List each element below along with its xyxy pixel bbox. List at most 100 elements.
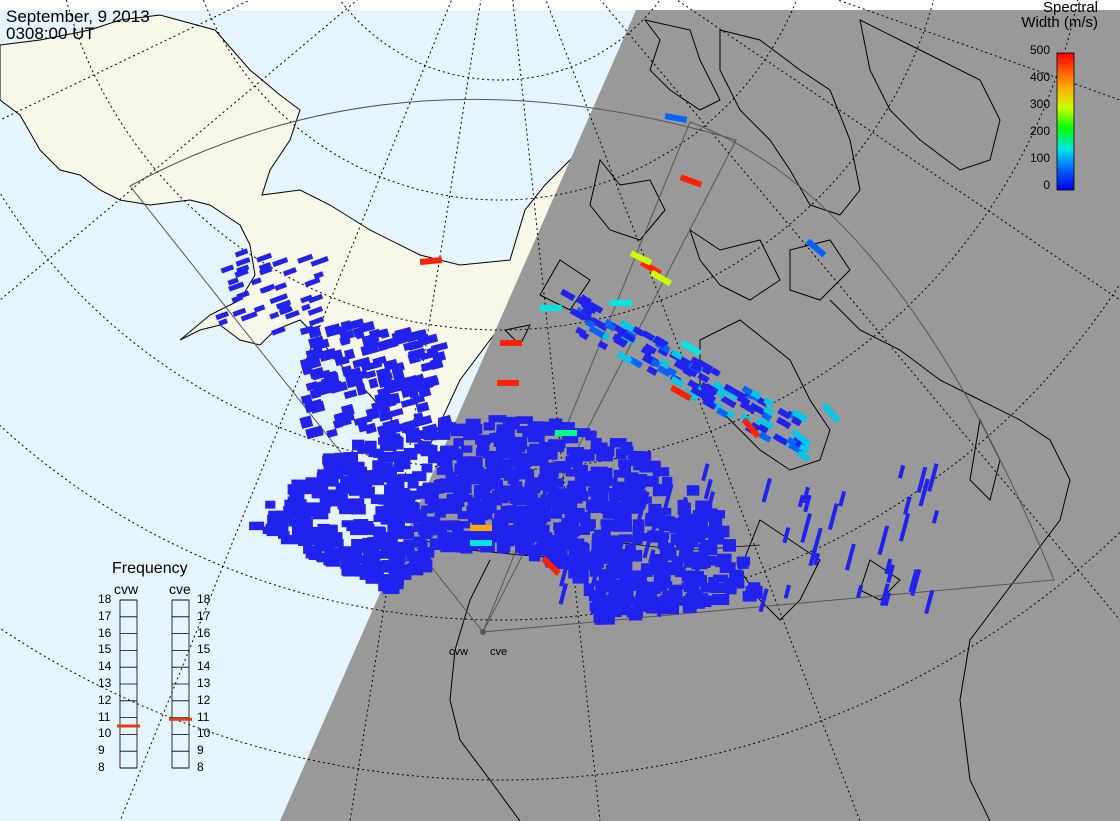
scatter-cell — [400, 397, 419, 408]
scatter-cell — [386, 488, 404, 500]
scatter-cell — [690, 552, 709, 563]
scatter-cell — [555, 543, 564, 561]
scatter-cell — [307, 293, 324, 304]
scatter-cell — [632, 572, 644, 585]
scatter-cell — [316, 472, 329, 481]
scatter-cell — [595, 595, 603, 609]
scatter-cell — [333, 551, 345, 562]
scatter-cell — [568, 568, 582, 579]
scatter-cell — [394, 568, 412, 580]
scatter-cell — [259, 266, 273, 276]
scatter-cell — [548, 536, 566, 547]
scatter-cell — [496, 541, 511, 552]
scatter-cell — [877, 525, 890, 556]
scatter-cell — [307, 306, 324, 316]
scatter-cell — [315, 552, 329, 562]
scatter-cell — [308, 356, 322, 369]
scatter-cell — [388, 506, 400, 515]
scatter-cell — [694, 535, 706, 543]
scatter-cell — [498, 444, 512, 456]
scatter-cell — [343, 389, 358, 400]
scatter-cell — [625, 544, 636, 553]
scatter-cell — [886, 564, 895, 584]
scatter-cell — [378, 437, 390, 445]
scatter-cell — [449, 520, 461, 531]
scatter-cell — [262, 526, 279, 535]
scatter-cell — [542, 449, 558, 460]
scatter-cell — [618, 459, 630, 468]
frequency-tick-left: 8 — [98, 760, 105, 774]
scatter-cell — [716, 407, 729, 418]
scatter-cell — [253, 304, 266, 313]
map-date-time: September, 9 2013 0308:00 UT — [6, 8, 150, 42]
scatter-cell — [553, 478, 564, 488]
scatter-cell — [702, 397, 717, 410]
scatter-cell — [518, 489, 533, 501]
scatter-cell — [671, 556, 683, 568]
scatter-cell — [473, 508, 489, 518]
scatter-cell — [514, 532, 531, 544]
scatter-cell — [619, 548, 632, 562]
scatter-cell — [699, 543, 718, 556]
scatter-cell — [706, 555, 717, 566]
scatter-cell — [619, 319, 636, 333]
scatter-cell — [494, 486, 512, 495]
scatter-cell — [446, 493, 462, 503]
scatter-cell — [518, 546, 537, 556]
scatter-cell — [322, 453, 338, 466]
frequency-tick-right: 10 — [197, 726, 211, 741]
scatter-cell — [352, 356, 371, 369]
scatter-cell — [649, 269, 673, 287]
scatter-cell — [603, 538, 621, 551]
scatter-cell — [594, 613, 607, 625]
scatter-cell — [801, 486, 810, 504]
scatter-cell — [417, 546, 435, 558]
scatter-cell — [313, 271, 324, 280]
scatter-cell — [431, 539, 445, 550]
scatter-cell — [440, 445, 451, 455]
scatter-cell — [475, 447, 490, 456]
scatter-cell — [732, 580, 745, 589]
scatter-cell — [380, 466, 397, 478]
scatter-cell — [626, 503, 643, 514]
scatter-cell — [673, 360, 687, 371]
scatter-cell — [697, 372, 710, 384]
scatter-cell — [763, 420, 775, 430]
scatter-cell — [477, 474, 492, 484]
scatter-cell — [569, 453, 581, 463]
scatter-cell — [276, 519, 289, 531]
scatter-cell — [402, 340, 418, 352]
scatter-cell — [390, 422, 410, 434]
scatter-cell — [566, 446, 585, 456]
scatter-cell — [441, 456, 453, 468]
frequency-tick-left: 14 — [98, 659, 112, 674]
scatter-cell — [381, 574, 395, 586]
scatter-cell — [474, 517, 486, 525]
scatter-cell — [453, 438, 464, 447]
scatter-cell — [507, 473, 519, 485]
scatter-cell — [581, 551, 597, 559]
scatter-cell — [553, 501, 566, 510]
scatter-cell — [675, 538, 688, 550]
scatter-cell — [813, 552, 821, 566]
scatter-cell — [623, 580, 635, 608]
scatter-cell — [494, 512, 506, 522]
scatter-cell — [373, 532, 390, 544]
scatter-cell — [796, 450, 811, 462]
scatter-cell — [657, 346, 670, 357]
scatter-cell — [422, 423, 438, 435]
frequency-tick-right: 17 — [197, 608, 211, 623]
scatter-cell — [695, 575, 707, 587]
scatter-cell — [327, 532, 343, 544]
scatter-cell — [627, 549, 643, 562]
scatter-cell — [492, 432, 510, 442]
frequency-markers — [117, 717, 192, 728]
frequency-tick-right: 14 — [197, 659, 211, 674]
scatter-cell — [761, 477, 772, 503]
scatter-cell — [539, 464, 558, 475]
scatter-cell — [228, 281, 245, 292]
scatter-cell — [597, 340, 609, 351]
scatter-cell — [466, 456, 483, 468]
scatter-cell — [610, 300, 632, 306]
scatter-cell — [555, 488, 568, 501]
